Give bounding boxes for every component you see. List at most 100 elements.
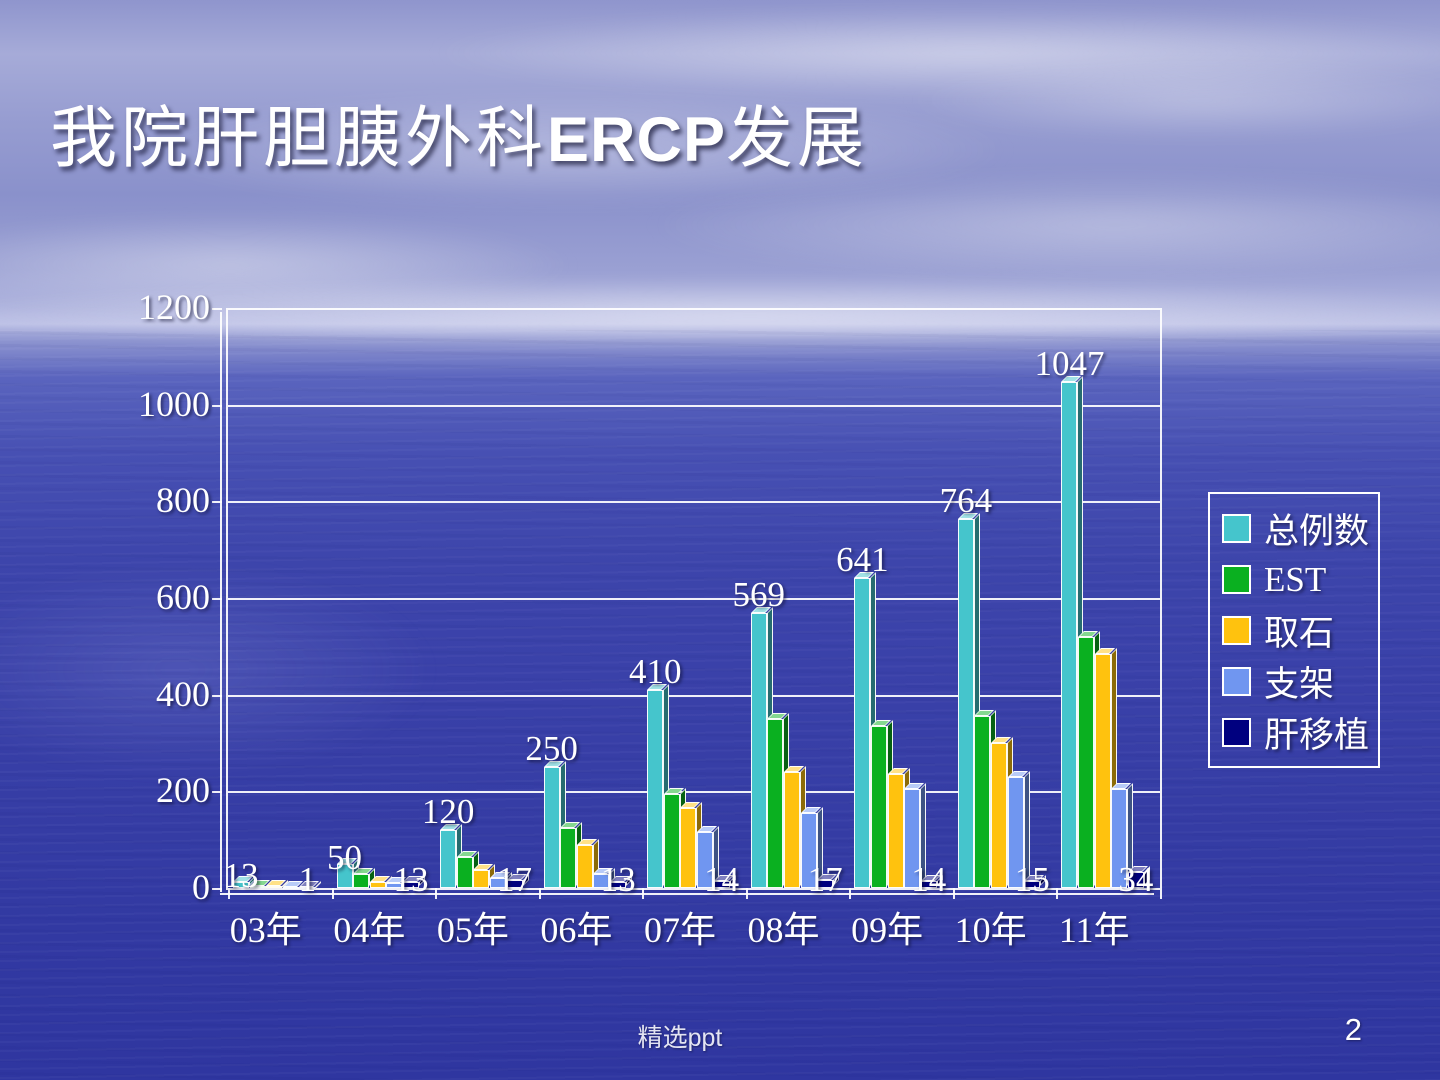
bar-肝移植-06年 [610, 881, 627, 888]
y-tick-label: 200 [156, 770, 210, 811]
legend-row: 支架 [1222, 656, 1378, 707]
y-tick-label: 400 [156, 673, 210, 714]
x-tick [1160, 888, 1162, 899]
y-tick [212, 598, 222, 600]
bar-总例数-07年 [647, 689, 664, 888]
bar-总例数-06年 [543, 767, 560, 888]
bar-EST-07年 [663, 793, 680, 888]
x-axis-floor-line [220, 893, 1154, 895]
bar-支架-05年 [489, 878, 506, 888]
x-category-label: 05年 [436, 910, 509, 950]
bar-总例数-10年 [957, 518, 974, 888]
legend-row: 肝移植 [1222, 707, 1378, 758]
bar-肝移植-05年 [506, 879, 523, 888]
page-title: 我院肝胆胰外科ERCP发展 [50, 84, 868, 181]
x-tick [849, 888, 852, 899]
bar-EST-08年 [767, 718, 784, 888]
y-tick [212, 888, 222, 890]
bar-取石-09年 [887, 774, 904, 888]
plot-right-border [1160, 308, 1162, 888]
x-tick [745, 888, 748, 899]
data-label-总例数-10年: 764 [939, 480, 993, 520]
x-category-label: 03年 [229, 910, 302, 950]
footer-text: 精选ppt [637, 1024, 723, 1052]
bar-EST-06年 [560, 827, 577, 888]
bar-肝移植-07年 [713, 881, 730, 888]
data-label-总例数-07年: 410 [628, 651, 682, 691]
bar-支架-11年 [1111, 788, 1128, 888]
bar-取石-06年 [576, 844, 593, 888]
y-tick-label: 0 [192, 867, 210, 907]
bar-肝移植-09年 [920, 881, 937, 888]
data-label-肝移植-07年: 14 [704, 860, 740, 899]
bar-支架-10年 [1007, 776, 1024, 888]
y-tick [212, 694, 222, 697]
data-label-肝移植-08年: 17 [807, 860, 843, 899]
data-label-总例数-04年: 50 [327, 837, 363, 877]
y-tick [212, 404, 222, 407]
bar-EST-03年 [249, 885, 266, 888]
x-category-label: 10年 [954, 910, 1027, 950]
legend-swatch [1222, 667, 1251, 696]
y-tick-label: 1000 [138, 383, 210, 424]
data-label-肝移植-04年: 13 [393, 860, 429, 899]
x-tick [538, 888, 541, 899]
y-tick [212, 501, 222, 504]
bar-EST-10年 [974, 716, 991, 888]
x-tick [435, 888, 438, 899]
gridline [228, 694, 1160, 697]
legend-row: 总例数 [1222, 503, 1378, 554]
bar-总例数-04年 [336, 863, 353, 888]
legend-label: 取石 [1264, 614, 1335, 653]
bar-取石-08年 [783, 772, 800, 888]
bar-EST-11年 [1078, 636, 1095, 888]
legend-label: 支架 [1264, 665, 1335, 704]
legend-swatch [1222, 514, 1251, 543]
bar-支架-07年 [697, 832, 714, 888]
x-tick [952, 888, 955, 899]
x-tick [331, 888, 334, 899]
title-prefix: 我院肝胆胰外科 [50, 102, 547, 176]
gridline [228, 404, 1160, 407]
bar-取石-11年 [1094, 653, 1111, 888]
data-label-总例数-09年: 641 [836, 540, 889, 580]
gridline [228, 308, 1160, 310]
data-label-肝移植-10年: 15 [1014, 860, 1050, 899]
legend-label: EST [1264, 559, 1327, 599]
bar-支架-03年 [282, 887, 299, 889]
x-category-label: 04年 [333, 910, 406, 950]
x-tick [1056, 888, 1059, 899]
legend-row: 取石 [1222, 605, 1378, 656]
title-suffix: 发展 [726, 102, 869, 176]
bar-取石-03年 [266, 886, 283, 889]
bar-取石-07年 [680, 808, 697, 888]
y-axis-wall-line [220, 312, 222, 892]
legend-row: EST [1222, 554, 1378, 605]
data-label-肝移植-05年: 17 [497, 860, 532, 899]
gridline [228, 598, 1160, 600]
gridline [228, 501, 1160, 504]
x-tick [228, 888, 230, 899]
bar-肝移植-03年 [299, 887, 316, 889]
bar-EST-09年 [870, 726, 887, 888]
legend-swatch [1222, 718, 1251, 747]
bar-总例数-08年 [750, 612, 767, 888]
bar-支架-09年 [904, 788, 921, 888]
data-label-总例数-03年: 13 [223, 855, 259, 895]
bar-支架-08年 [800, 813, 817, 888]
data-label-肝移植-11年: 34 [1118, 860, 1154, 899]
x-category-label: 11年 [1058, 910, 1130, 950]
bar-总例数-05年 [440, 830, 457, 888]
x-category-label: 08年 [747, 910, 820, 950]
data-label-总例数-11年: 1047 [1034, 343, 1105, 383]
data-label-肝移植-06年: 13 [600, 860, 636, 899]
bar-支架-06年 [593, 873, 610, 888]
legend-swatch [1222, 616, 1251, 645]
x-category-label: 06年 [540, 910, 613, 950]
bar-总例数-11年 [1061, 381, 1078, 888]
x-tick [642, 888, 645, 899]
y-tick-label: 1200 [138, 287, 210, 327]
gridline [228, 791, 1160, 794]
